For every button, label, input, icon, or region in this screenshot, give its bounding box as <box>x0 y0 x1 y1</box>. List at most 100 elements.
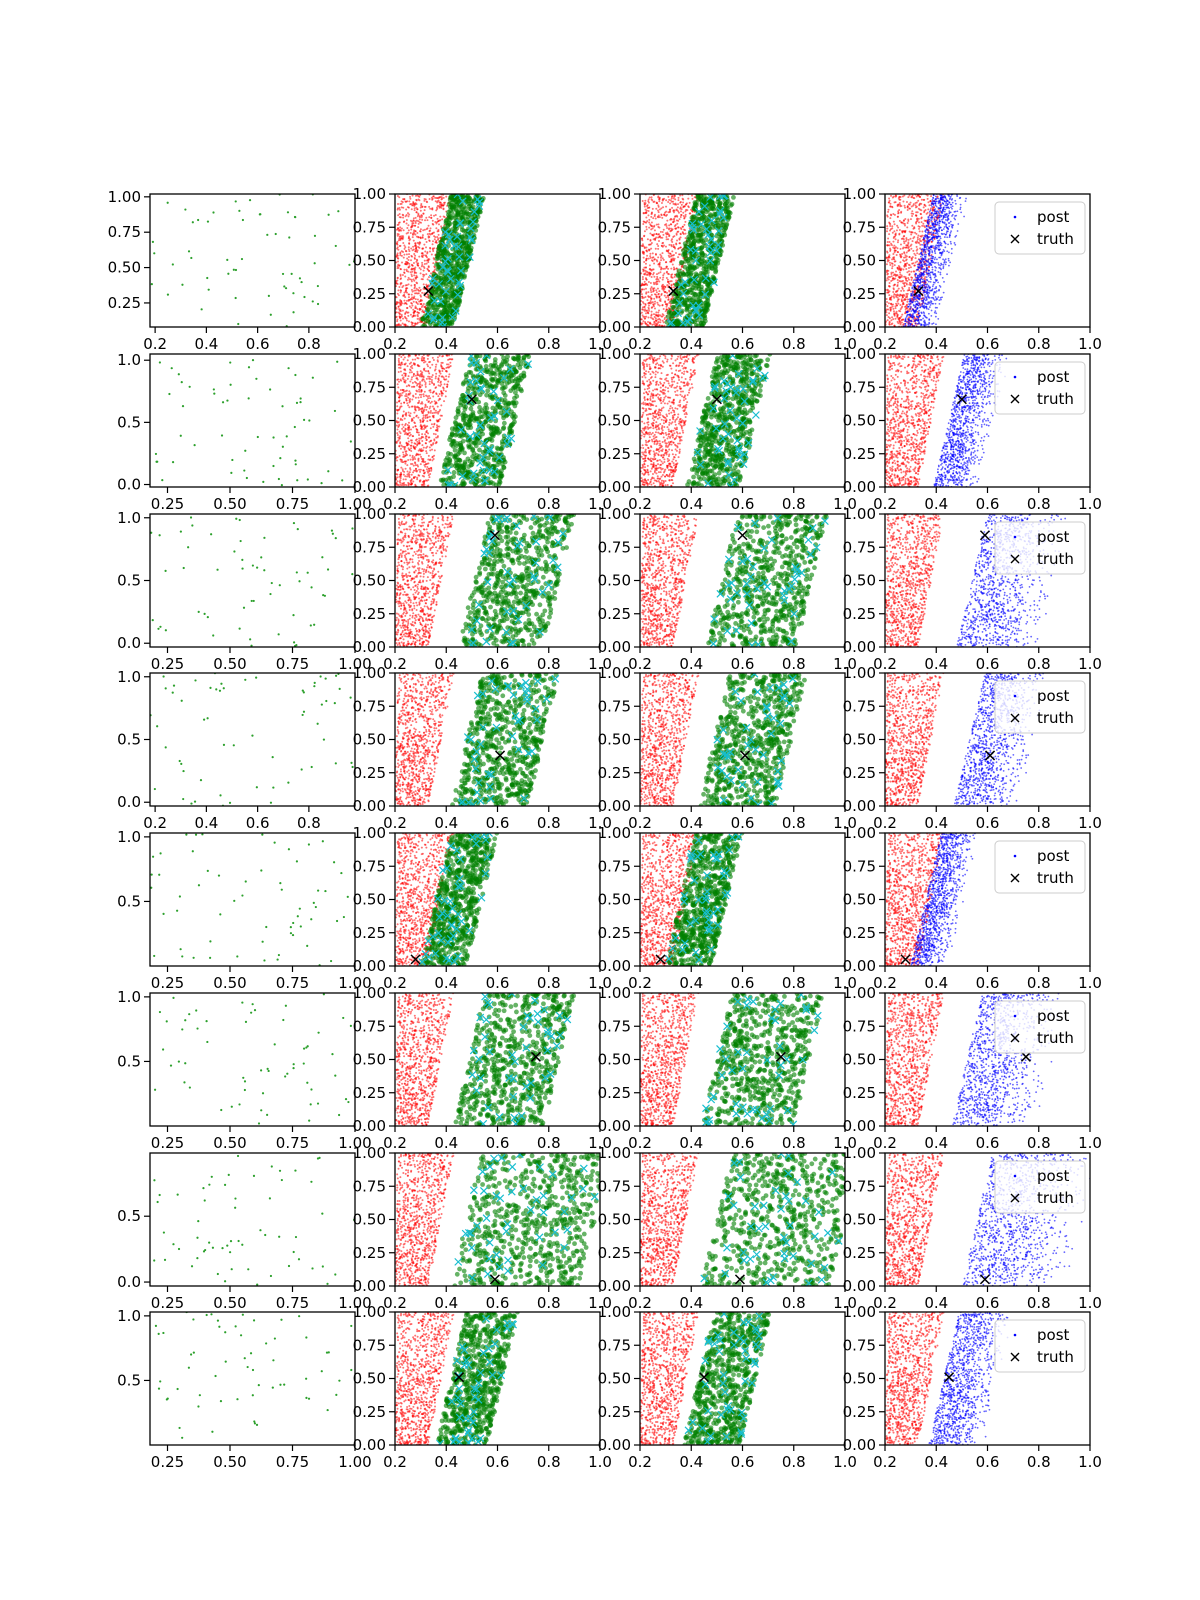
prior-point <box>886 319 889 322</box>
prior-point <box>413 285 416 288</box>
prior-point <box>888 290 891 293</box>
prior-point <box>423 228 426 231</box>
prior-point <box>888 323 891 326</box>
prior-point <box>916 285 919 288</box>
y-tick-label: 0.75 <box>598 218 631 236</box>
sample-point <box>300 280 303 284</box>
prior-point <box>397 239 400 242</box>
prior-point <box>660 201 663 204</box>
prior-point <box>421 291 424 294</box>
prior-point <box>650 259 653 262</box>
sample-point <box>283 285 286 288</box>
prior-point <box>886 214 889 217</box>
prior-point <box>894 246 897 249</box>
accepted-point <box>475 202 484 211</box>
sample-point <box>171 263 174 266</box>
prior-point <box>899 269 902 272</box>
prior-point <box>418 286 421 289</box>
prior-point <box>916 211 919 214</box>
prior-point <box>907 241 910 244</box>
cloud-point <box>671 299 677 305</box>
plot-area <box>395 194 486 327</box>
prior-point <box>405 302 408 305</box>
prior-point <box>909 201 912 204</box>
prior-point <box>920 202 923 205</box>
prior-point <box>653 307 656 310</box>
posterior-point <box>935 235 938 238</box>
cloud-point <box>699 311 705 317</box>
prior-point <box>655 278 658 281</box>
accepted-point <box>706 256 715 265</box>
posterior-point <box>927 264 930 266</box>
cloud-point <box>447 303 453 309</box>
prior-point <box>416 298 419 301</box>
posterior-point <box>930 231 933 234</box>
prior-point <box>410 247 413 250</box>
prior-point <box>649 316 652 319</box>
posterior-point <box>948 264 950 267</box>
prior-point <box>407 258 410 261</box>
posterior-point <box>936 231 939 234</box>
prior-point <box>434 214 437 217</box>
prior-point <box>911 224 914 227</box>
prior-point <box>413 274 416 277</box>
prior-point <box>652 303 655 306</box>
prior-point <box>418 255 421 258</box>
prior-point <box>396 279 399 282</box>
prior-point <box>406 227 409 230</box>
accepted-point <box>446 274 455 283</box>
y-tick-label: 0.25 <box>108 294 141 312</box>
prior-point <box>418 221 421 224</box>
prior-point <box>647 316 650 319</box>
prior-point <box>423 209 426 212</box>
cloud-point <box>698 197 703 203</box>
posterior-point <box>909 319 912 322</box>
posterior-point <box>916 323 919 325</box>
prior-point <box>437 228 440 231</box>
prior-point <box>900 204 903 207</box>
posterior-point <box>923 241 925 244</box>
prior-point <box>899 247 902 250</box>
cloud-point <box>726 215 732 220</box>
posterior-point <box>923 283 926 285</box>
prior-point <box>640 237 643 240</box>
posterior-point <box>917 315 920 318</box>
prior-point <box>660 293 663 296</box>
prior-point <box>896 241 899 244</box>
prior-point <box>912 204 915 207</box>
sample-point <box>234 200 237 203</box>
prior-point <box>644 287 647 290</box>
prior-point <box>421 263 424 266</box>
prior-point <box>896 267 899 270</box>
prior-point <box>672 197 675 200</box>
prior-point <box>888 281 891 284</box>
posterior-point <box>946 227 949 229</box>
prior-point <box>406 311 409 314</box>
prior-point <box>672 257 675 260</box>
prior-point <box>888 233 891 236</box>
prior-point <box>406 206 409 209</box>
prior-point <box>426 278 429 281</box>
prior-point <box>898 295 901 298</box>
posterior-point <box>933 250 936 253</box>
posterior-point <box>932 232 935 234</box>
prior-point <box>411 220 414 223</box>
prior-point <box>906 226 909 229</box>
prior-point <box>933 217 936 220</box>
cloud-point <box>465 214 471 220</box>
prior-point <box>664 316 667 319</box>
prior-point <box>417 242 420 245</box>
posterior-point <box>943 210 946 213</box>
prior-point <box>426 233 429 236</box>
prior-point <box>411 233 414 236</box>
posterior-point <box>928 292 931 294</box>
prior-point <box>422 275 425 278</box>
prior-point <box>668 301 671 304</box>
sample-point <box>150 283 153 286</box>
prior-point <box>890 303 893 306</box>
prior-point <box>404 215 407 218</box>
accepted-point <box>716 194 725 201</box>
prior-point <box>898 253 901 256</box>
prior-point <box>661 319 664 322</box>
prior-point <box>683 216 686 219</box>
